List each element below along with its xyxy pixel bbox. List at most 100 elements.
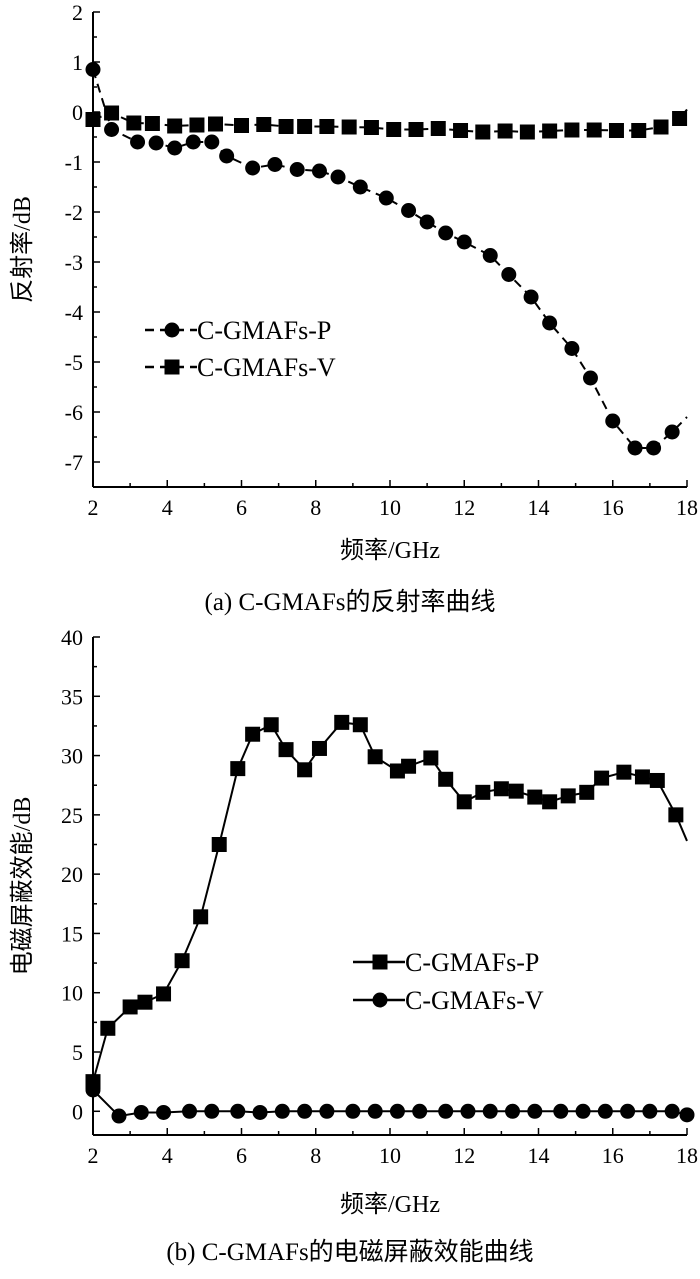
x-tick-label: 14 [528, 495, 550, 520]
data-point-circle [664, 1103, 680, 1119]
data-point-circle [642, 1103, 658, 1119]
data-point-square [334, 714, 350, 730]
data-point-square [672, 111, 688, 126]
data-point-circle [130, 134, 146, 150]
data-point-square [174, 953, 190, 969]
x-axis-label: 频率/GHz [340, 537, 440, 564]
data-point-circle [527, 1103, 543, 1119]
data-point-square [653, 119, 669, 135]
x-tick-label: 10 [379, 1143, 401, 1168]
data-point-square [560, 788, 576, 804]
data-point-square [319, 119, 335, 134]
y-tick-label: 10 [61, 981, 83, 1006]
data-point-square [85, 112, 101, 127]
x-axis-label: 频率/GHz [340, 1191, 440, 1218]
data-point-square [401, 758, 417, 774]
data-point-square [497, 123, 513, 139]
data-point-square [208, 116, 224, 132]
data-point-circle [252, 1104, 268, 1120]
data-point-circle [219, 148, 235, 164]
data-point-square [668, 807, 684, 823]
data-point-circle [167, 140, 183, 156]
x-tick-label: 16 [602, 1143, 624, 1168]
figure-caption: (a) C-GMAFs的反射率曲线 [205, 588, 496, 616]
data-point-circle [553, 1103, 569, 1119]
y-tick-label: 0 [72, 1099, 83, 1124]
data-point-square [564, 122, 580, 138]
legend-marker-square [372, 954, 388, 970]
data-point-square [408, 122, 424, 137]
data-point-square [649, 772, 665, 788]
data-point-circle [330, 169, 346, 185]
data-point-circle [319, 1103, 335, 1119]
data-point-circle [419, 214, 435, 230]
data-point-square [438, 771, 454, 787]
legend-label: C-GMAFs-V [197, 353, 336, 382]
data-point-circle [482, 1103, 498, 1119]
data-point-square [341, 119, 357, 135]
data-point-square [475, 784, 491, 800]
y-tick-label: 25 [61, 803, 83, 828]
data-point-circle [456, 234, 472, 250]
data-point-square [423, 750, 439, 766]
y-axis-label: 电磁屏蔽效能/dB [9, 797, 36, 976]
data-point-square [352, 717, 368, 733]
data-point-square [367, 749, 383, 765]
data-point-square [256, 117, 272, 132]
data-point-circle [575, 1103, 591, 1119]
y-tick-label: -6 [65, 400, 83, 425]
data-point-square [100, 1020, 116, 1036]
data-point-square [234, 118, 249, 133]
data-point-circle [267, 157, 283, 172]
data-point-circle [679, 1107, 695, 1123]
data-point-square [519, 124, 535, 140]
y-tick-label: 5 [72, 1040, 83, 1065]
data-point-circle [646, 440, 662, 456]
legend-label: C-GMAFs-V [405, 986, 544, 1015]
data-point-circle [664, 424, 680, 440]
x-tick-label: 4 [162, 1143, 173, 1168]
data-point-square [297, 762, 313, 778]
data-point-circle [230, 1103, 246, 1119]
data-point-circle [297, 1103, 313, 1119]
data-point-square [144, 116, 160, 131]
x-tick-label: 8 [310, 1143, 321, 1168]
x-tick-label: 4 [162, 495, 173, 520]
data-point-circle [505, 1103, 521, 1119]
data-point-circle [148, 135, 164, 151]
data-point-square [608, 123, 624, 138]
y-tick-label: 40 [61, 625, 83, 650]
data-point-circle [182, 1103, 198, 1119]
data-point-circle [389, 1103, 405, 1119]
y-tick-label: 1 [72, 50, 83, 75]
data-point-square [311, 740, 327, 756]
y-tick-label: 35 [61, 684, 83, 709]
data-point-circle [111, 1108, 127, 1124]
data-point-square [616, 764, 632, 780]
data-point-square [245, 726, 261, 742]
data-point-square [527, 789, 543, 805]
y-axis-label: 反射率/dB [9, 196, 36, 303]
data-point-circle [523, 289, 539, 305]
data-point-circle [597, 1103, 613, 1119]
data-point-circle [185, 134, 201, 150]
data-point-circle [482, 248, 498, 263]
data-point-circle [204, 1103, 220, 1119]
y-tick-label: -3 [65, 250, 83, 275]
data-point-square [193, 909, 209, 925]
data-point-square [137, 994, 153, 1010]
data-point-square [586, 122, 602, 138]
legend-label: C-GMAFs-P [405, 948, 539, 977]
data-point-square [386, 122, 402, 137]
y-tick-label: 30 [61, 744, 83, 769]
data-point-circle [133, 1104, 149, 1120]
data-point-square [126, 115, 142, 131]
y-tick-label: 20 [61, 862, 83, 887]
data-point-square [297, 119, 313, 134]
data-point-square [631, 123, 647, 138]
data-point-square [456, 794, 472, 810]
y-tick-label: -2 [65, 200, 83, 225]
data-point-circle [620, 1103, 636, 1119]
data-point-circle [605, 413, 621, 429]
